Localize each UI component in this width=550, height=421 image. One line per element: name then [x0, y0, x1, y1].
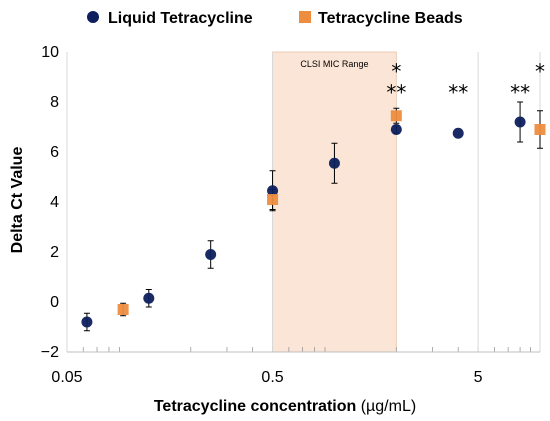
point-liquid-1: [143, 292, 155, 304]
x-tick-label-0: 0.05: [51, 369, 82, 386]
point-liquid-2: [205, 249, 217, 260]
significance-mark-4: *: [535, 59, 545, 83]
x-axis-title: Tetracycline concentration (µg/mL): [154, 398, 416, 415]
significance-mark-3: **: [510, 81, 530, 105]
legend-label-beads: Tetracycline Beads: [318, 10, 463, 27]
y-tick-label-5: 8: [50, 94, 59, 111]
point-liquid-7: [514, 116, 526, 128]
mic-range-band: [272, 51, 397, 353]
point-liquid-6: [452, 127, 464, 139]
x-tick-label-2: 5: [474, 369, 483, 386]
significance-mark-1: **: [386, 81, 406, 105]
point-liquid-4: [328, 157, 340, 169]
y-tick-label-2: 2: [50, 244, 59, 261]
x-axis-ticks: 0.05 0.5 5: [51, 369, 482, 386]
y-tick-label-3: 4: [50, 194, 59, 211]
legend: Liquid Tetracycline Tetracycline Beads: [87, 10, 463, 27]
legend-label-liquid: Liquid Tetracycline: [108, 10, 253, 27]
significance-mark-0: *: [391, 59, 401, 83]
y-tick-label-0: −2: [41, 344, 59, 361]
point-liquid-0: [81, 316, 93, 328]
x-axis-title-main: Tetracycline concentration: [154, 398, 356, 415]
y-tick-label-1: 0: [50, 294, 59, 311]
mic-range-label: CLSI MIC Range: [300, 59, 368, 69]
point-beads-2: [390, 110, 402, 122]
point-beads-3: [534, 124, 546, 135]
minor-tick-group: [82, 347, 531, 352]
legend-marker-liquid: [87, 11, 99, 23]
point-beads-1: [267, 194, 279, 205]
x-tick-label-1: 0.5: [261, 369, 283, 386]
legend-marker-beads: [299, 11, 311, 23]
y-axis-ticks: −2 0 2 4 6 8 10: [41, 44, 59, 361]
y-tick-label-4: 6: [50, 144, 59, 161]
point-beads-0: [117, 304, 129, 315]
significance-annotations: *** ** ***: [386, 59, 545, 104]
y-tick-label-6: 10: [41, 44, 59, 61]
data-points: [81, 110, 546, 328]
x-axis-title-unit: (µg/mL): [361, 398, 416, 415]
point-liquid-5: [390, 124, 402, 135]
significance-mark-2: **: [448, 81, 468, 105]
point-liquid-3: [267, 185, 279, 197]
y-axis-title: Delta Ct Value: [9, 147, 26, 254]
